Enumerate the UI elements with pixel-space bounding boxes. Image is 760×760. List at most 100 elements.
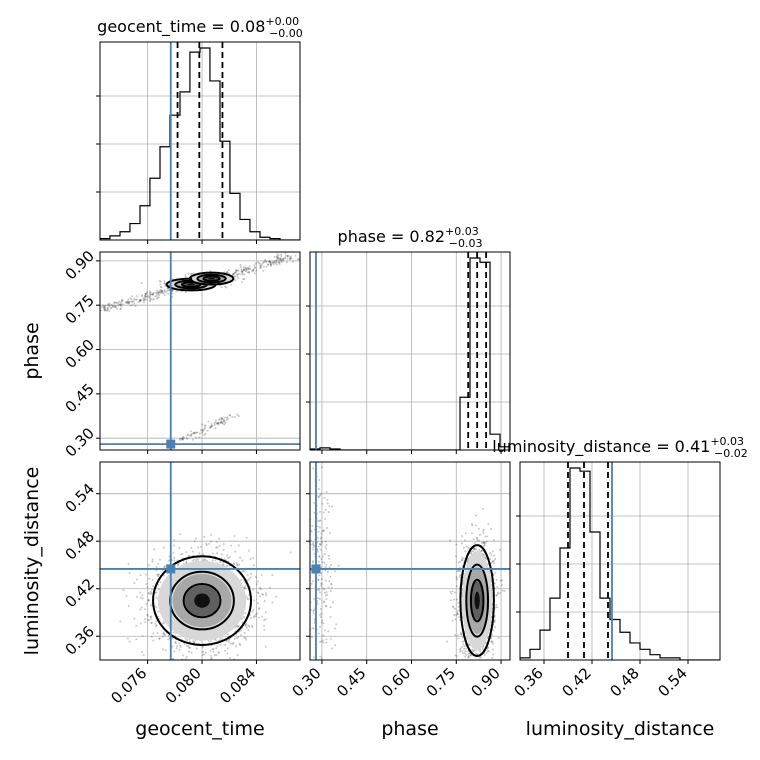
sample-point <box>127 562 130 565</box>
sample-point <box>268 260 271 263</box>
joint-geocent_time-phase: 0.300.450.600.750.90 <box>62 247 301 461</box>
sample-point <box>263 628 266 631</box>
sample-point <box>226 417 229 420</box>
sample-point <box>242 615 245 618</box>
sample-point <box>471 648 474 651</box>
sample-point <box>478 539 481 542</box>
sample-point <box>243 273 246 276</box>
sample-point <box>108 305 111 308</box>
joint-phase-luminosity_distance: 0.30 0.45 0.60 0.75 0.90 <box>288 461 511 700</box>
sample-point <box>212 648 215 651</box>
sample-point <box>177 564 180 567</box>
sample-point <box>163 279 166 282</box>
y-tick-label: 0.60 <box>62 336 98 372</box>
sample-point <box>492 629 495 632</box>
sample-point <box>481 648 484 651</box>
sample-point <box>195 537 198 540</box>
sample-point <box>494 572 497 575</box>
sample-point <box>460 633 463 636</box>
sample-point <box>472 649 475 652</box>
sample-point <box>173 559 176 562</box>
sample-point <box>262 269 265 272</box>
sample-point <box>119 308 122 311</box>
sample-point <box>454 591 457 594</box>
sample-point <box>492 539 495 542</box>
sample-point <box>460 535 463 538</box>
sample-point <box>222 563 225 566</box>
sample-point <box>493 619 496 622</box>
sample-point <box>144 292 147 295</box>
sample-point <box>115 301 118 304</box>
y-tick-label: 0.42 <box>62 575 98 611</box>
sample-point <box>217 652 220 655</box>
sample-point <box>241 270 244 273</box>
sample-point <box>133 298 136 301</box>
sample-point <box>191 550 194 553</box>
sample-point <box>241 270 244 273</box>
sample-point <box>240 268 243 271</box>
sample-point <box>163 282 166 285</box>
sample-point <box>155 596 158 599</box>
sample-point <box>127 300 130 303</box>
sample-point <box>235 269 238 272</box>
sample-point <box>492 550 495 553</box>
sample-point <box>464 650 467 653</box>
sample-point <box>220 661 222 663</box>
x-tick-label: 0.36 <box>510 664 546 700</box>
sample-point <box>237 269 240 272</box>
sample-point <box>148 295 151 298</box>
sample-point <box>288 257 291 260</box>
histogram-step-line <box>100 47 300 240</box>
sample-point <box>163 622 166 625</box>
sample-point <box>142 299 145 302</box>
sample-point <box>144 295 147 298</box>
sample-point <box>160 289 163 292</box>
sample-point <box>150 617 153 620</box>
sample-point <box>223 420 226 423</box>
sample-point <box>244 267 247 270</box>
sample-point <box>279 257 282 260</box>
sample-point <box>261 262 264 265</box>
sample-point <box>119 303 122 306</box>
sample-point <box>186 438 189 441</box>
sample-point <box>288 256 291 259</box>
sample-point <box>167 634 170 637</box>
sample-point <box>491 648 494 651</box>
sample-point <box>460 559 463 562</box>
sample-point <box>168 559 171 562</box>
sample-point <box>141 594 144 597</box>
sample-point <box>233 415 236 418</box>
sample-point <box>245 267 248 270</box>
sample-point <box>246 597 249 600</box>
sample-point <box>483 654 486 657</box>
sample-point <box>119 620 122 623</box>
sample-point <box>173 538 176 541</box>
sample-point <box>245 536 248 539</box>
sample-point <box>184 274 187 277</box>
sample-point <box>248 625 251 628</box>
sample-point <box>475 671 477 673</box>
sample-point <box>259 266 262 269</box>
sample-point <box>206 676 208 678</box>
sample-point <box>481 662 483 664</box>
histogram-bin <box>220 141 230 240</box>
sample-point <box>139 574 142 577</box>
sample-point <box>139 299 142 302</box>
sample-point <box>490 528 493 531</box>
sample-point <box>157 562 160 565</box>
sample-point <box>454 654 457 657</box>
sample-point <box>151 293 154 296</box>
sample-point <box>239 634 242 637</box>
sample-point <box>156 291 159 294</box>
histogram-bin <box>130 224 140 240</box>
sample-point <box>289 258 292 261</box>
contour-line <box>182 582 222 619</box>
sample-point <box>478 656 481 659</box>
sample-point <box>210 540 213 543</box>
sample-point <box>173 650 176 653</box>
sample-point <box>253 272 256 275</box>
sample-point <box>255 612 258 615</box>
sample-point <box>458 574 461 577</box>
sample-point <box>146 614 149 617</box>
sample-point <box>228 414 231 417</box>
